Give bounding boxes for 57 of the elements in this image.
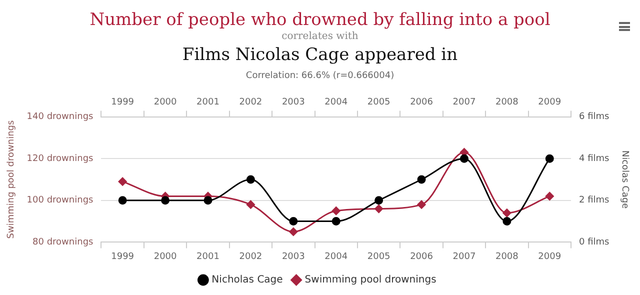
- point: [289, 217, 298, 226]
- y2-tick-label: 2 films: [578, 196, 610, 206]
- y-tick-label: 120 drownings: [26, 154, 94, 164]
- point: [502, 217, 512, 226]
- point: [545, 154, 554, 163]
- y-axis-title: Swimming pool drownings: [6, 120, 17, 239]
- x-tick-label: 2005: [367, 98, 390, 108]
- x-tick-label: 2007: [452, 98, 476, 108]
- legend-label: Swimming pool drownings: [304, 274, 436, 286]
- point: [204, 196, 212, 205]
- x-tick-label: 2003: [282, 98, 305, 108]
- point: [289, 228, 298, 236]
- category-label: 2004: [324, 252, 348, 262]
- y2-tick-label: 4 films: [578, 154, 610, 164]
- point: [118, 177, 127, 186]
- point: [417, 175, 426, 184]
- point: [374, 196, 384, 205]
- point: [161, 196, 170, 205]
- x-tick-label: 2001: [196, 98, 220, 108]
- category-label: 2006: [410, 252, 433, 262]
- point: [460, 154, 468, 163]
- x-tick-label: 2009: [538, 98, 562, 108]
- y-tick-label: 80 drownings: [32, 238, 94, 248]
- text: Correlation: 66.6% (r=0.666004): [244, 70, 396, 83]
- point: [246, 200, 255, 209]
- point: [502, 208, 512, 218]
- point: [417, 200, 426, 209]
- category-label: 2002: [239, 252, 262, 262]
- x-tick-label: 2000: [154, 98, 178, 108]
- chart-title: Number of people who drowned by falling into a pool: [88, 9, 552, 31]
- category-label: 1999: [111, 252, 134, 262]
- x-tick-label: 1999: [111, 98, 134, 108]
- y-tick-label: 140 drownings: [26, 112, 94, 122]
- category-label: 2007: [452, 252, 476, 262]
- category-label: 2001: [196, 252, 220, 262]
- x-tick-label: 2008: [495, 98, 519, 108]
- legend-label: Nicholas Cage: [212, 274, 283, 286]
- category-label: 2005: [367, 252, 390, 262]
- category-label: 2008: [495, 252, 518, 262]
- chart-subtitle: correlates with: [280, 31, 360, 43]
- point: [118, 196, 127, 205]
- point: [332, 217, 340, 226]
- y2-tick-label: 0 films: [578, 238, 610, 248]
- point: [246, 175, 255, 184]
- category-label: 2000: [154, 252, 177, 262]
- point: [374, 204, 384, 214]
- point: [332, 206, 340, 216]
- category-label: 2003: [282, 252, 305, 262]
- text: Films Nicolas Cage appeared in: [181, 44, 459, 67]
- point: [545, 192, 554, 200]
- x-tick-label: 2006: [410, 98, 434, 108]
- x-tick-label: 2004: [324, 98, 348, 108]
- category-label: 2009: [538, 252, 562, 262]
- y2-tick-label: 6 films: [578, 112, 610, 122]
- y-tick-label: 100 drownings: [26, 196, 94, 206]
- x-tick-label: 2002: [239, 98, 262, 108]
- y2-axis-title: Nicolas Cage: [619, 150, 630, 210]
